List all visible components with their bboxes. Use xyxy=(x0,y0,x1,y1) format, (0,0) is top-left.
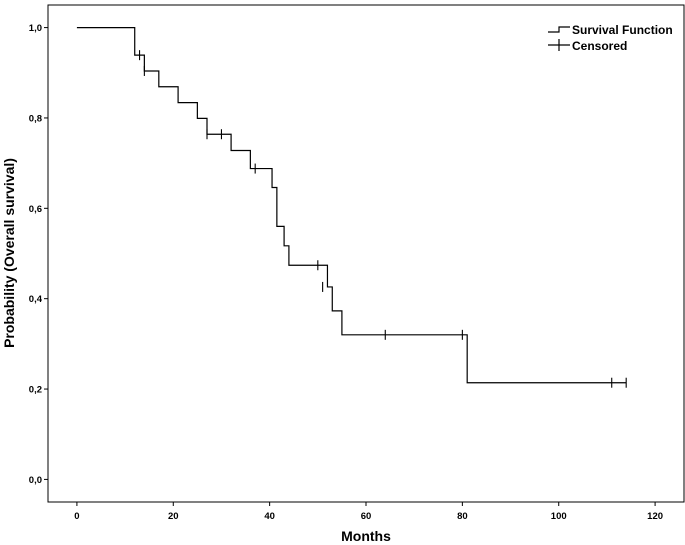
y-tick-label: 0,2 xyxy=(29,385,42,396)
legend-label-survival: Survival Function xyxy=(572,23,673,37)
x-axis-ticks: 0 20 40 60 80 100 120 xyxy=(74,502,663,522)
survival-function-line xyxy=(76,26,627,384)
x-tick-label: 0 xyxy=(74,511,79,522)
plot-area-frame xyxy=(47,4,685,503)
x-tick-label: 100 xyxy=(551,511,567,522)
series-layer xyxy=(76,26,627,384)
legend: Survival Function Censored xyxy=(548,23,673,53)
y-tick-label: 0,4 xyxy=(29,294,43,305)
legend-label-censored: Censored xyxy=(572,39,627,53)
legend-censor-symbol xyxy=(548,39,570,51)
y-axis-ticks: 0,0 0,2 0,4 0,6 0,8 1,0 xyxy=(29,23,48,486)
x-tick-label: 80 xyxy=(457,511,468,522)
x-axis-title: Months xyxy=(341,528,391,544)
x-tick-label: 120 xyxy=(647,511,663,522)
y-tick-label: 0,6 xyxy=(29,204,42,215)
legend-step-symbol xyxy=(548,26,570,33)
x-tick-label: 60 xyxy=(361,511,372,522)
x-tick-label: 40 xyxy=(264,511,275,522)
y-tick-label: 0,0 xyxy=(29,475,42,486)
censor-marks xyxy=(138,50,627,388)
y-tick-label: 0,8 xyxy=(29,113,42,124)
x-tick-label: 20 xyxy=(168,511,179,522)
y-tick-label: 1,0 xyxy=(29,23,42,34)
y-axis-title: Probability (Overall survival) xyxy=(1,158,17,348)
